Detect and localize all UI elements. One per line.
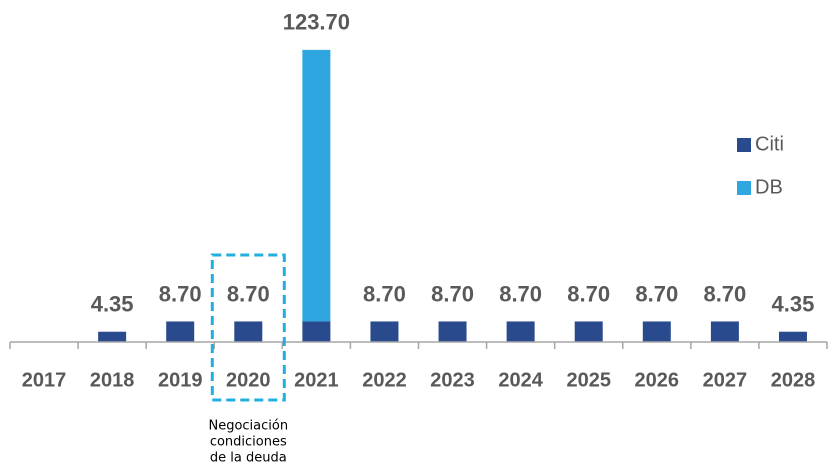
bar-segment [506, 321, 535, 342]
bar-segment [438, 321, 467, 342]
total-label: 8.70 [499, 281, 542, 306]
total-label: 8.70 [703, 281, 746, 306]
x-tick-label: 2018 [90, 369, 135, 391]
annotation-box [210, 253, 286, 402]
x-tick-label: 2023 [430, 369, 475, 391]
x-tick-label: 2027 [703, 369, 748, 391]
x-tick-label: 2026 [635, 369, 680, 391]
x-tick-label: 2017 [22, 369, 67, 391]
total-label: 123.70 [283, 10, 350, 35]
legend-label: DB [755, 176, 783, 198]
bar-segment [710, 321, 739, 342]
bar-segment [234, 321, 263, 342]
annotation-text: condiciones [210, 435, 287, 450]
bar-segment [302, 321, 331, 342]
annotation-text: de la deuda [210, 451, 287, 466]
total-label: 4.35 [91, 292, 134, 317]
legend-label: Citi [755, 133, 784, 155]
bar-segment [642, 321, 671, 342]
legend-swatch [737, 138, 751, 152]
total-label: 8.70 [363, 281, 406, 306]
bar-segment [370, 321, 399, 342]
bar-segment [98, 331, 127, 342]
bar-segment [574, 321, 603, 342]
x-tick-label: 2022 [362, 369, 407, 391]
bar-segment [166, 321, 195, 342]
x-tick-label: 2019 [158, 369, 203, 391]
legend-swatch [737, 181, 751, 195]
bar-segment [778, 331, 807, 342]
total-label: 8.70 [635, 281, 678, 306]
total-label: 8.70 [227, 281, 270, 306]
total-label: 8.70 [431, 281, 474, 306]
bar-segment [302, 49, 331, 322]
total-label: 4.35 [772, 292, 815, 317]
total-label: 8.70 [567, 281, 610, 306]
annotation-text: Negociación [208, 419, 288, 434]
x-tick-label: 2020 [226, 369, 271, 391]
x-tick-label: 2021 [294, 369, 339, 391]
x-tick-label: 2024 [498, 369, 543, 391]
total-label: 8.70 [159, 281, 202, 306]
x-tick-label: 2028 [771, 369, 816, 391]
x-tick-label: 2025 [566, 369, 611, 391]
